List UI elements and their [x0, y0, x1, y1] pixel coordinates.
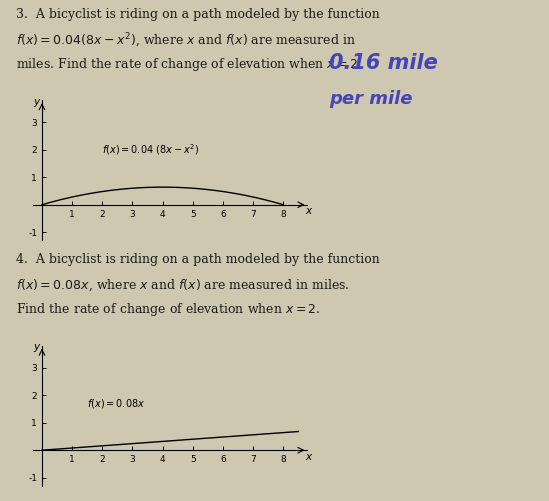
Text: $x$: $x$: [305, 451, 313, 461]
Text: $f(x) = 0.04\ (8x - x^2)$: $f(x) = 0.04\ (8x - x^2)$: [102, 142, 199, 157]
Text: $f(x) = 0.08x$, where $x$ and $f(x)$ are measured in miles.: $f(x) = 0.08x$, where $x$ and $f(x)$ are…: [16, 277, 350, 293]
Text: 3.  A bicyclist is riding on a path modeled by the function: 3. A bicyclist is riding on a path model…: [16, 8, 380, 21]
Text: Find the rate of change of elevation when $x = 2$.: Find the rate of change of elevation whe…: [16, 301, 321, 318]
Text: miles. Find the rate of change of elevation when $x = 2$.: miles. Find the rate of change of elevat…: [16, 56, 363, 73]
Text: 0.16 mile: 0.16 mile: [329, 53, 438, 73]
Text: per mile: per mile: [329, 90, 413, 108]
Text: $y$: $y$: [33, 343, 42, 354]
Text: $x$: $x$: [305, 206, 313, 216]
Text: $f(x) = 0.08x$: $f(x) = 0.08x$: [87, 397, 145, 410]
Text: $y$: $y$: [33, 97, 42, 109]
Text: $f(x) = 0.04(8x - x^2)$, where $x$ and $f(x)$ are measured in: $f(x) = 0.04(8x - x^2)$, where $x$ and $…: [16, 32, 356, 50]
Text: 4.  A bicyclist is riding on a path modeled by the function: 4. A bicyclist is riding on a path model…: [16, 253, 380, 266]
